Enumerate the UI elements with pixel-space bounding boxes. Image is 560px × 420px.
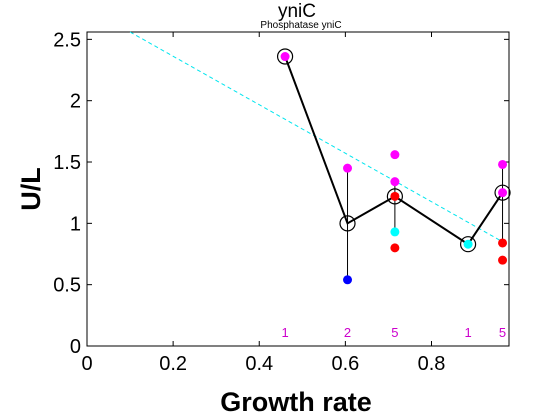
mean-marker bbox=[386, 188, 403, 205]
data-point bbox=[498, 159, 508, 169]
x-tick-label: 0.8 bbox=[418, 353, 446, 375]
count-annotation: 1 bbox=[281, 325, 288, 340]
y-tick-label: 0 bbox=[70, 336, 81, 358]
count-annotation: 1 bbox=[464, 325, 471, 340]
y-tick-label: 0.5 bbox=[53, 275, 81, 297]
x-axis-label: Growth rate bbox=[220, 387, 372, 417]
points-group bbox=[280, 52, 508, 285]
y-axis-label: U/L bbox=[16, 167, 46, 211]
mean-marker bbox=[339, 215, 356, 232]
y-tick-label: 1 bbox=[70, 213, 81, 235]
data-point bbox=[390, 243, 400, 253]
mean-marker bbox=[459, 236, 477, 253]
count-annotation: 5 bbox=[499, 325, 506, 340]
data-point bbox=[390, 227, 400, 237]
data-point bbox=[390, 177, 400, 187]
chart-title: yniC bbox=[278, 1, 316, 22]
y-axis: 0 0.5 1 1.5 2 2.5 bbox=[53, 29, 509, 358]
x-tick-label: 0.4 bbox=[245, 353, 273, 375]
data-point bbox=[343, 163, 353, 173]
chart-subtitle: Phosphatase yniC bbox=[260, 20, 341, 31]
data-point bbox=[390, 191, 400, 201]
data-point bbox=[280, 52, 290, 62]
x-tick-label: 0 bbox=[81, 353, 92, 375]
count-annotation: 2 bbox=[344, 325, 351, 340]
y-tick-label: 2 bbox=[70, 91, 81, 113]
x-axis: 0 0.2 0.4 0.6 0.8 bbox=[81, 32, 445, 375]
data-point bbox=[390, 150, 400, 160]
mean-marker bbox=[494, 184, 511, 201]
mean-marker bbox=[276, 48, 294, 65]
data-point bbox=[463, 239, 473, 249]
annotations-group: 1 2 5 1 5 bbox=[281, 325, 506, 340]
data-point bbox=[498, 255, 508, 265]
x-tick-label: 0.6 bbox=[331, 353, 359, 375]
mean-markers-group bbox=[276, 48, 511, 253]
error-bars-group bbox=[347, 164, 504, 280]
x-tick-label: 0.2 bbox=[159, 353, 187, 375]
y-tick-label: 1.5 bbox=[53, 152, 81, 174]
data-point bbox=[498, 238, 508, 248]
y-tick-label: 2.5 bbox=[53, 29, 81, 51]
data-point bbox=[498, 188, 508, 198]
count-annotation: 5 bbox=[391, 325, 398, 340]
plot-area-frame bbox=[86, 31, 510, 347]
data-point bbox=[343, 275, 353, 285]
